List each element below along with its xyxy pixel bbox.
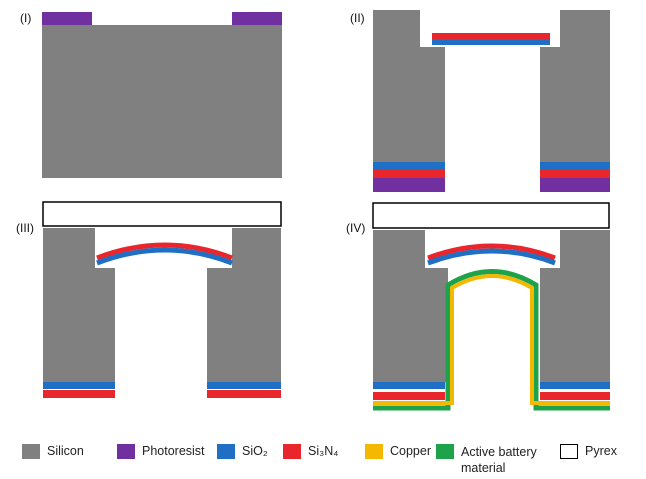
- legend-label: Silicon: [47, 444, 84, 458]
- panel-label: (I): [20, 11, 31, 25]
- legend-item: Silicon: [22, 444, 84, 459]
- panel-label: (III): [16, 221, 34, 235]
- legend-label: Pyrex: [585, 444, 617, 458]
- panel-label: (IV): [346, 221, 365, 235]
- legend-item: Pyrex: [560, 444, 617, 459]
- legend-item: Si₃N₄: [283, 444, 338, 459]
- legend-label: Photoresist: [142, 444, 205, 458]
- panel-3: (III): [16, 202, 281, 398]
- panel-4: (IV): [346, 203, 610, 408]
- legend-label: SiO₂: [242, 444, 268, 458]
- legend-label: Si₃N₄: [308, 444, 338, 458]
- panel-1: (I): [20, 11, 282, 178]
- panel-label: (II): [350, 11, 365, 25]
- panel-2: (II): [350, 10, 610, 192]
- legend-item: Active battery material: [436, 444, 556, 476]
- legend-item: SiO₂: [217, 444, 268, 459]
- legend-item: Photoresist: [117, 444, 205, 459]
- legend-item: Copper: [365, 444, 431, 459]
- page: (I) (II) (III): [0, 0, 646, 479]
- legend-label: Copper: [390, 444, 431, 458]
- legend-label: Active battery material: [461, 444, 556, 476]
- diagram: (I) (II) (III): [0, 0, 646, 440]
